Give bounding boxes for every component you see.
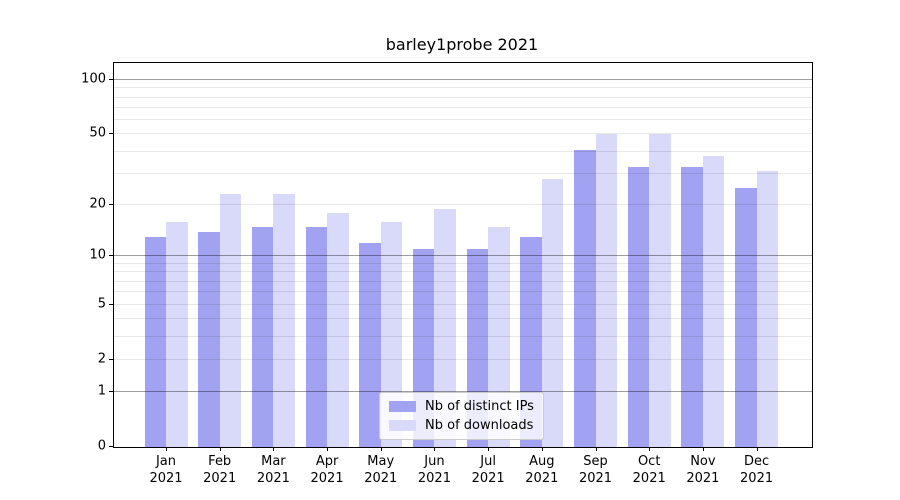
x-tick-mark xyxy=(327,447,329,451)
x-tick-label-dec: Dec 2021 xyxy=(740,454,774,486)
legend-swatch-downloads xyxy=(389,420,416,431)
gridline-4 xyxy=(114,318,812,320)
gridline-8 xyxy=(114,271,812,273)
y-tick-label-10: 10 xyxy=(89,247,106,263)
y-tick-label-2: 2 xyxy=(97,351,106,367)
bar-distinct-ips-mar xyxy=(251,226,274,447)
gridline-10 xyxy=(114,255,812,257)
x-tick-label-oct: Oct 2021 xyxy=(632,454,666,486)
bar-distinct-ips-oct xyxy=(627,166,650,447)
gridline-1 xyxy=(114,390,812,392)
x-tick-mark xyxy=(649,447,651,451)
x-tick-mark xyxy=(488,447,490,451)
bar-downloads-sep xyxy=(595,134,618,447)
bar-downloads-jan xyxy=(166,221,188,447)
x-tick-label-jan: Jan 2021 xyxy=(149,454,183,486)
x-tick-label-aug: Aug 2021 xyxy=(525,454,559,486)
gridline-2 xyxy=(114,358,812,360)
gridline-6 xyxy=(114,291,812,293)
bar-downloads-jul xyxy=(488,226,510,447)
y-tick-mark xyxy=(109,203,113,205)
gridline-70 xyxy=(114,107,812,109)
x-tick-label-jun: Jun 2021 xyxy=(417,454,451,486)
gridline-90 xyxy=(114,87,812,89)
bar-downloads-may xyxy=(380,221,403,447)
y-tick-label-50: 50 xyxy=(89,125,106,141)
chart-title: barley1probe 2021 xyxy=(385,35,539,54)
x-tick-label-feb: Feb 2021 xyxy=(203,454,237,486)
gridline-20 xyxy=(114,203,812,205)
x-tick-mark xyxy=(219,447,221,451)
x-tick-mark xyxy=(702,447,704,451)
bar-distinct-ips-may xyxy=(359,243,381,447)
gridline-80 xyxy=(114,96,812,98)
y-tick-mark xyxy=(109,303,113,305)
y-tick-mark xyxy=(109,255,113,257)
x-tick-label-mar: Mar 2021 xyxy=(256,454,290,486)
x-tick-mark xyxy=(595,447,597,451)
gridline-40 xyxy=(114,150,812,152)
legend-swatch-distinct-ips xyxy=(389,401,416,412)
x-tick-label-may: May 2021 xyxy=(364,454,398,486)
y-tick-label-5: 5 xyxy=(97,296,106,312)
bar-downloads-mar xyxy=(273,194,295,447)
gridline-9 xyxy=(114,262,812,264)
bar-downloads-aug xyxy=(541,179,564,447)
bar-downloads-jun xyxy=(434,208,456,447)
legend-item-distinct-ips: Nb of distinct IPs xyxy=(389,399,534,414)
bar-distinct-ips-sep xyxy=(574,149,596,447)
legend-label-downloads: Nb of downloads xyxy=(425,418,534,433)
y-tick-mark xyxy=(109,358,113,360)
bar-downloads-feb xyxy=(219,194,242,447)
bar-distinct-ips-nov xyxy=(681,166,703,447)
bar-downloads-apr xyxy=(327,212,349,447)
y-tick-mark xyxy=(109,446,113,447)
x-tick-mark xyxy=(380,447,382,451)
legend: Nb of distinct IPs Nb of downloads xyxy=(379,392,544,440)
x-tick-mark xyxy=(756,447,758,451)
x-tick-mark xyxy=(434,447,436,451)
y-tick-label-100: 100 xyxy=(81,71,106,87)
x-tick-mark xyxy=(166,447,167,451)
gridline-7 xyxy=(114,280,812,282)
gridline-30 xyxy=(114,172,812,174)
y-tick-label-20: 20 xyxy=(89,196,106,212)
y-tick-mark xyxy=(109,133,113,135)
plot-area: Nb of distinct IPs Nb of downloads xyxy=(113,62,813,448)
y-tick-mark xyxy=(109,79,113,81)
bar-distinct-ips-jan xyxy=(144,237,166,447)
gridline-60 xyxy=(114,119,812,121)
x-tick-mark xyxy=(273,447,275,451)
y-tick-mark xyxy=(109,390,113,392)
x-tick-label-sep: Sep 2021 xyxy=(578,454,613,486)
bar-downloads-oct xyxy=(649,134,671,447)
bar-distinct-ips-dec xyxy=(735,187,757,447)
gridline-100 xyxy=(114,79,812,81)
y-tick-label-0: 0 xyxy=(97,438,106,454)
bar-downloads-nov xyxy=(702,155,725,447)
bar-distinct-ips-feb xyxy=(198,231,220,447)
gridline-50 xyxy=(114,133,812,135)
x-tick-label-nov: Nov 2021 xyxy=(686,454,720,486)
gridline-5 xyxy=(114,303,812,305)
legend-label-distinct-ips: Nb of distinct IPs xyxy=(425,399,534,414)
bar-distinct-ips-apr xyxy=(305,226,328,447)
x-tick-label-apr: Apr 2021 xyxy=(310,454,344,486)
x-tick-mark xyxy=(541,447,543,451)
legend-item-downloads: Nb of downloads xyxy=(389,418,534,433)
gridline-3 xyxy=(114,335,812,337)
y-tick-label-1: 1 xyxy=(97,383,106,399)
x-tick-label-jul: Jul 2021 xyxy=(471,454,505,486)
bar-downloads-dec xyxy=(756,171,779,447)
